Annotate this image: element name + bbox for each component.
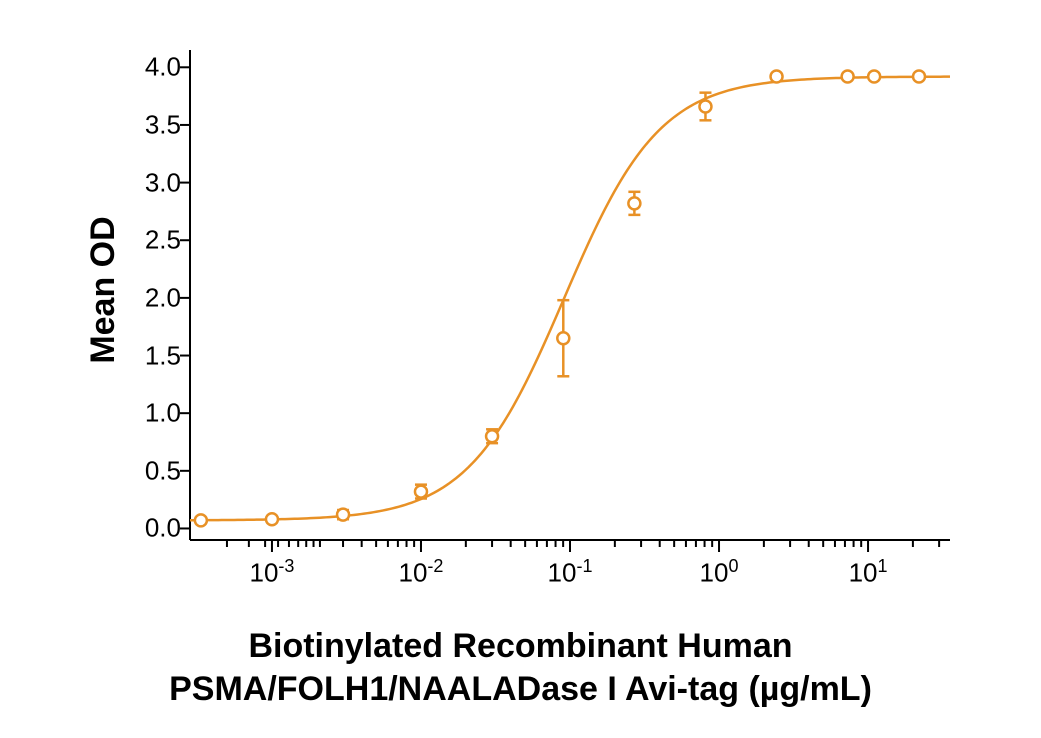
y-tick-label: 0.5 <box>121 455 181 486</box>
y-tick-label: 0.0 <box>121 513 181 544</box>
x-tick-label: 10-2 <box>399 556 444 589</box>
y-tick-label: 3.0 <box>121 167 181 198</box>
x-axis-label: Biotinylated Recombinant Human PSMA/FOLH… <box>0 625 1041 710</box>
y-tick-label: 3.5 <box>121 109 181 140</box>
y-axis-label: Mean OD <box>84 216 123 363</box>
binding-chart: Mean OD Biotinylated Recombinant Human P… <box>0 0 1041 738</box>
x-tick-label: 100 <box>700 556 739 589</box>
x-tick-label: 10-1 <box>548 556 593 589</box>
x-tick-label: 10-3 <box>249 556 294 589</box>
x-tick-label: 101 <box>849 556 888 589</box>
y-tick-label: 1.0 <box>121 398 181 429</box>
plot-area <box>190 50 950 540</box>
y-tick-label: 4.0 <box>121 52 181 83</box>
y-tick-label: 2.0 <box>121 282 181 313</box>
x-axis-label-line2: PSMA/FOLH1/NAALADase I Avi-tag (µg/mL) <box>169 670 872 708</box>
y-tick-label: 2.5 <box>121 225 181 256</box>
x-axis-label-line1: Biotinylated Recombinant Human <box>248 627 792 665</box>
y-tick-label: 1.5 <box>121 340 181 371</box>
